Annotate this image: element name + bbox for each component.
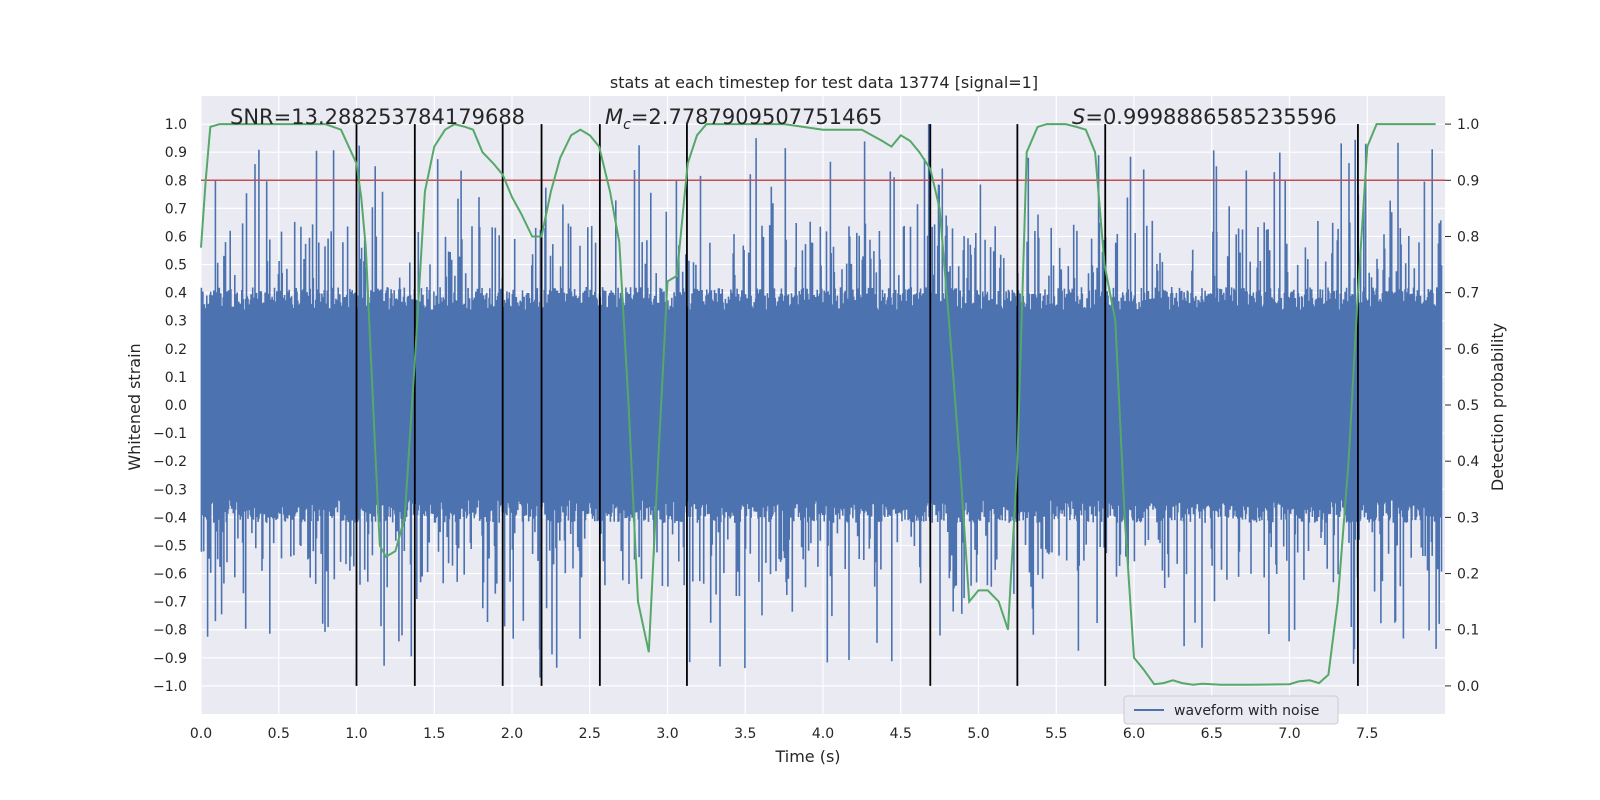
y-tick-label: 0.7 xyxy=(165,201,187,217)
y2-tick-label: 0.0 xyxy=(1457,679,1479,695)
y-tick-label: −0.9 xyxy=(153,651,187,667)
y-ticks: −1.0 −0.9 −0.8 −0.7 −0.6 −0.5 −0.4 −0.3 −0.2 −0.1… xyxy=(153,117,187,695)
x-tick-label: 2.0 xyxy=(501,726,523,742)
y2-tick-label: 0.5 xyxy=(1457,398,1479,414)
detection-probability-line xyxy=(200,123,1436,686)
x-tick-label: 7.5 xyxy=(1356,726,1378,742)
y-tick-label: 0.1 xyxy=(165,370,187,386)
y-tick-label: −1.0 xyxy=(153,679,187,695)
y-axis-label: Whitened strain xyxy=(125,343,144,470)
y-tick-label: 0.4 xyxy=(165,286,187,302)
y2-tick-label: 0.2 xyxy=(1457,567,1479,583)
y-tick-label: −0.4 xyxy=(153,510,187,526)
s-symbol: S xyxy=(1072,105,1085,129)
x-tick-label: 4.0 xyxy=(812,726,834,742)
y-tick-label: 0.8 xyxy=(165,173,187,189)
x-tick-label: 0.5 xyxy=(268,726,290,742)
event-lines xyxy=(355,124,1359,686)
x-axis-label: Time (s) xyxy=(774,747,840,766)
y-tick-label: −0.7 xyxy=(153,595,187,611)
legend: waveform with noise xyxy=(1123,695,1339,725)
legend-label-waveform: waveform with noise xyxy=(1174,703,1319,719)
y-tick-label: −0.3 xyxy=(153,482,187,498)
y2-tick-label: 1.0 xyxy=(1457,117,1479,133)
y2-tick-label: 0.8 xyxy=(1457,229,1479,245)
s-annotation: S=0.9998886585235596 xyxy=(1072,105,1337,129)
y2-ticks: 0.0 0.1 0.2 0.3 0.4 0.5 0.6 0.7 0.8 0.9 1.0 xyxy=(1445,117,1479,695)
mc-symbol: M xyxy=(605,105,623,129)
y-tick-label: 0.6 xyxy=(165,229,187,245)
y-tick-label: 0.0 xyxy=(165,398,187,414)
x-tick-label: 0.0 xyxy=(190,726,212,742)
y-tick-label: −0.2 xyxy=(153,454,187,470)
y-tick-label: −0.6 xyxy=(153,567,187,583)
y-tick-label: 0.5 xyxy=(165,258,187,274)
mc-subscript: c xyxy=(623,117,631,133)
s-value: =0.9998886585235596 xyxy=(1085,105,1336,129)
y-tick-label: 0.3 xyxy=(165,314,187,330)
x-ticks: 0.0 0.5 1.0 1.5 2.0 2.5 3.0 3.5 4.0 4.5 5.0 5.5 6.0 6… xyxy=(190,726,1379,742)
x-tick-label: 6.0 xyxy=(1123,726,1145,742)
x-tick-label: 3.0 xyxy=(656,726,678,742)
mc-value: =2.7787909507751465 xyxy=(631,105,882,129)
x-tick-label: 4.5 xyxy=(890,726,912,742)
y2-tick-label: 0.3 xyxy=(1457,510,1479,526)
y-tick-label: −0.8 xyxy=(153,623,187,639)
y2-tick-label: 0.6 xyxy=(1457,342,1479,358)
x-tick-label: 7.0 xyxy=(1278,726,1300,742)
snr-annotation: SNR=13.288253784179688 xyxy=(230,105,525,129)
y2-tick-label: 0.7 xyxy=(1457,286,1479,302)
chirp-mass-annotation: Mc=2.7787909507751465 xyxy=(605,105,882,133)
x-tick-label: 3.5 xyxy=(734,726,756,742)
x-tick-label: 2.5 xyxy=(579,726,601,742)
chart-title: stats at each timestep for test data 137… xyxy=(610,73,1038,92)
waveform-core-band xyxy=(201,309,1441,501)
y2-tick-label: 0.1 xyxy=(1457,623,1479,639)
x-tick-label: 1.5 xyxy=(423,726,445,742)
y2-tick-label: 0.4 xyxy=(1457,454,1479,470)
y-tick-label: 0.9 xyxy=(165,145,187,161)
y-tick-label: −0.5 xyxy=(153,538,187,554)
y2-tick-label: 0.9 xyxy=(1457,173,1479,189)
y-tick-label: −0.1 xyxy=(153,426,187,442)
y2-axis-label: Detection probability xyxy=(1488,323,1507,491)
legend-box xyxy=(1123,695,1339,725)
y-tick-label: 1.0 xyxy=(165,117,187,133)
x-tick-label: 1.0 xyxy=(345,726,367,742)
y-tick-label: 0.2 xyxy=(165,342,187,358)
x-tick-label: 5.5 xyxy=(1045,726,1067,742)
x-tick-label: 5.0 xyxy=(967,726,989,742)
x-tick-label: 6.5 xyxy=(1201,726,1223,742)
